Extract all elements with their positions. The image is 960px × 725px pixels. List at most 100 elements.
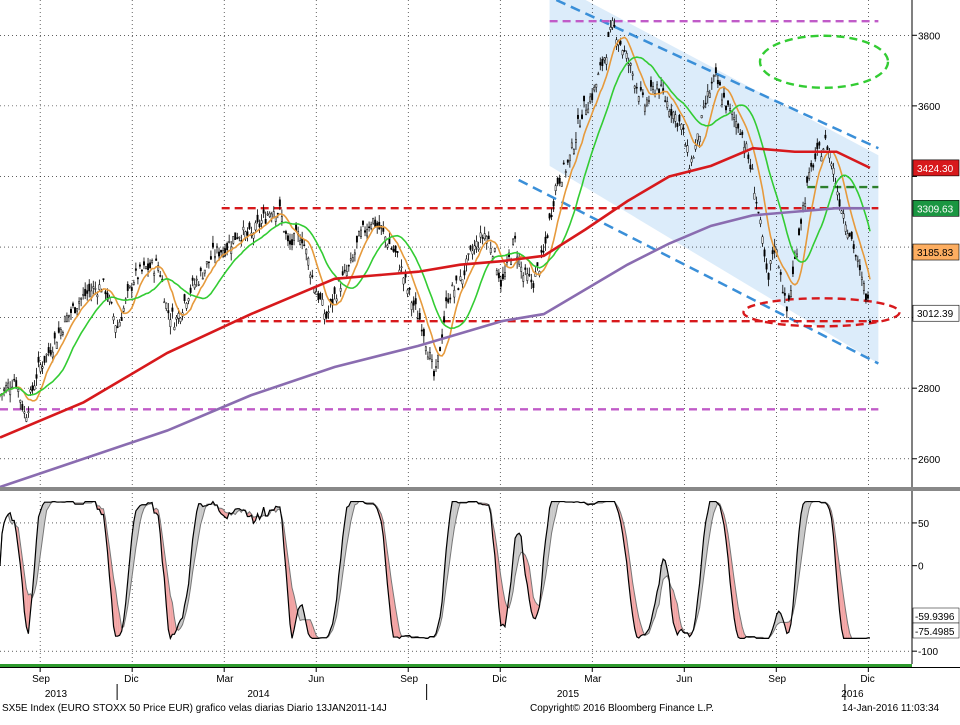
candle-body [531, 280, 532, 282]
candle-body [113, 316, 114, 320]
x-tick-label: Jun [676, 674, 692, 685]
candle-body [640, 87, 641, 90]
candle-body [188, 299, 189, 301]
candle-body [164, 302, 165, 303]
candle-body [123, 308, 124, 311]
candle-body [589, 97, 590, 102]
candle-body [685, 145, 686, 146]
candle-body [537, 263, 538, 266]
candle-body [135, 269, 136, 271]
candle-body [673, 112, 674, 119]
candle-body [585, 110, 586, 115]
candle-body [865, 294, 866, 300]
candle-body [36, 375, 37, 379]
candle-body [458, 288, 459, 289]
candle-body [121, 317, 122, 320]
footer-timestamp: 14-Jan-2016 11:03:34 [842, 703, 939, 714]
candle-body [149, 263, 150, 268]
candle-body [291, 240, 292, 245]
candle-body [679, 115, 680, 121]
candle-body [762, 237, 763, 244]
candle-body [598, 74, 599, 75]
candle-body [186, 303, 187, 308]
candle-body [95, 288, 96, 289]
candle-body [462, 280, 463, 284]
candle-body [827, 147, 828, 150]
candle-body [194, 284, 195, 288]
candle-body [699, 136, 700, 142]
candle-body [431, 360, 432, 362]
candle-body [634, 86, 635, 88]
candle-body [502, 274, 503, 279]
price-tag-label: 3309.63 [917, 204, 954, 215]
bottom-green-bar [0, 664, 912, 667]
candle-body [488, 236, 489, 239]
candle-body [790, 291, 791, 297]
candle-body [160, 275, 161, 276]
candle-body [577, 115, 578, 118]
candle-body [155, 259, 156, 261]
candle-body [153, 273, 154, 275]
candle-body [782, 292, 783, 293]
candle-body [336, 299, 337, 301]
candle-body [740, 134, 741, 135]
candle-body [821, 157, 822, 161]
y-tick-label: 3600 [918, 102, 941, 113]
candle-body [847, 234, 848, 238]
candle-body [235, 233, 236, 240]
osc-fill [663, 559, 665, 579]
x-tick-label: Mar [216, 674, 234, 685]
candle-body [377, 223, 378, 226]
candle-body [84, 289, 85, 296]
candle-body [334, 288, 335, 294]
candle-body [265, 219, 266, 223]
candle-body [259, 224, 260, 227]
candle-body [362, 221, 363, 225]
candle-body [482, 237, 483, 238]
candle-body [44, 356, 45, 362]
candle-body [742, 132, 743, 134]
candle-body [38, 357, 39, 362]
candle-body [350, 259, 351, 260]
x-tick-label: Dic [492, 674, 506, 685]
candle-body [151, 260, 152, 262]
candle-body [60, 329, 61, 335]
candle-body [419, 313, 420, 319]
candle-body [344, 270, 345, 271]
candle-body [172, 308, 173, 312]
candle-body [829, 153, 830, 158]
candle-body [606, 58, 607, 65]
candle-body [780, 272, 781, 274]
candle-body [56, 342, 57, 349]
candle-body [587, 109, 588, 113]
candle-body [709, 93, 710, 97]
candle-body [322, 299, 323, 305]
candle-body [452, 285, 453, 286]
candle-body [464, 271, 465, 275]
candle-body [18, 389, 19, 391]
candle-body [184, 294, 185, 300]
candle-body [243, 227, 244, 230]
candle-body [299, 240, 300, 244]
candle-body [287, 236, 288, 241]
candle-body [354, 253, 355, 254]
candle-body [308, 258, 309, 265]
candle-body [713, 75, 714, 76]
candle-body [269, 213, 270, 217]
candle-body [839, 200, 840, 207]
candle-body [547, 236, 548, 238]
candle-body [630, 63, 631, 65]
candle-body [147, 264, 148, 270]
candle-body [22, 404, 23, 409]
candle-body [752, 169, 753, 170]
candle-body [608, 32, 609, 36]
candle-body [99, 285, 100, 290]
candle-body [561, 182, 562, 186]
candle-body [379, 222, 380, 229]
candle-body [226, 243, 227, 249]
candle-body [644, 106, 645, 111]
candle-body [575, 139, 576, 142]
candle-body [581, 115, 582, 119]
candle-body [490, 248, 491, 253]
